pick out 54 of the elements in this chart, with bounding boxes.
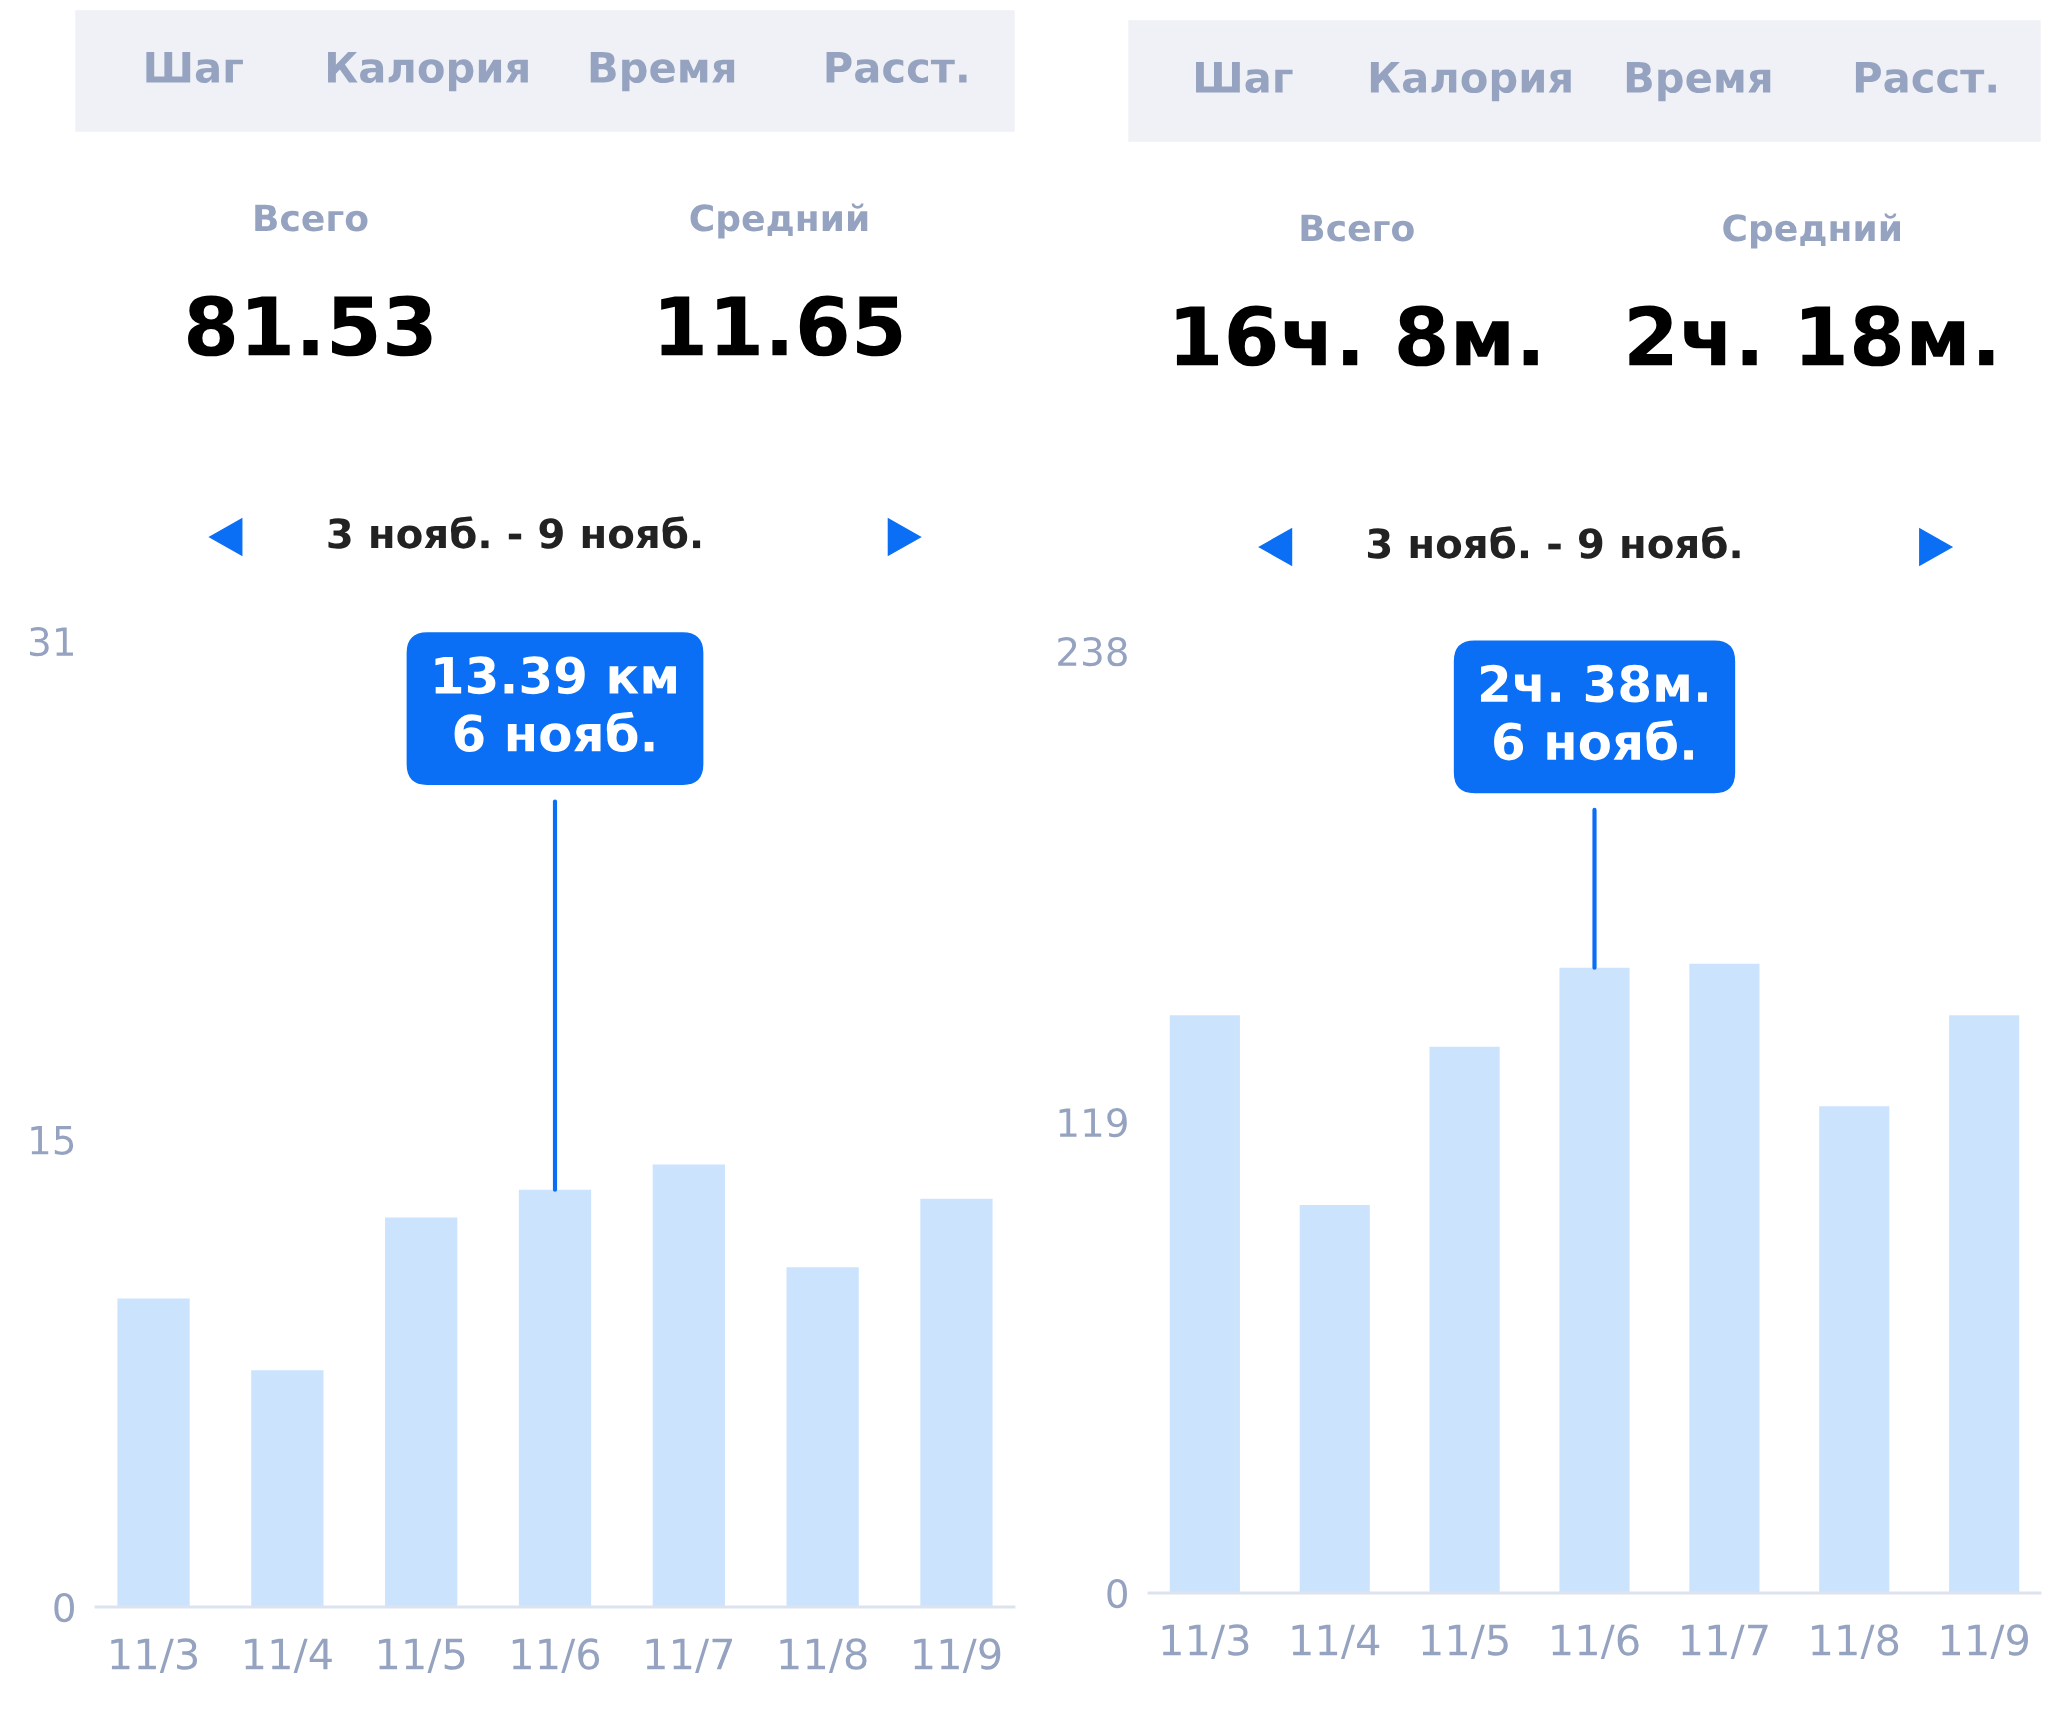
bar xyxy=(117,1298,190,1607)
text: 81.53 xyxy=(188,295,432,357)
text: Время xyxy=(1626,62,1771,102)
x-tick-label: 11/9 xyxy=(1941,1624,2028,1660)
x-tick-label: 11/4 xyxy=(1292,1624,1380,1660)
text: Средний xyxy=(1723,213,1900,249)
text: Всего xyxy=(1301,214,1414,242)
bar xyxy=(1819,1106,1890,1593)
x-tick-label: 11/8 xyxy=(780,1638,867,1674)
x-tick-label: 11/6 xyxy=(1552,1624,1639,1660)
bar xyxy=(1299,1205,1370,1593)
y-tick-label: 31 xyxy=(30,626,73,657)
x-tick-label: 11/7 xyxy=(1682,1624,1768,1660)
bar xyxy=(1949,1015,2020,1593)
text: Время xyxy=(590,52,735,92)
chart-subtitle: 3 нояб. - 9 нояб. xyxy=(1367,526,1740,559)
bar xyxy=(1429,1046,1500,1593)
text: Средний xyxy=(690,203,868,239)
bar xyxy=(518,1189,592,1607)
x-tick-label: 11/9 xyxy=(914,1638,1001,1674)
x-tick-label: 11/4 xyxy=(245,1638,332,1674)
x-tick-label: 11/7 xyxy=(646,1638,733,1674)
y-tick-label: 119 xyxy=(1059,1107,1127,1138)
bar xyxy=(920,1198,993,1607)
text: 16ч. 8м. xyxy=(1176,305,1538,367)
bar xyxy=(1689,963,1760,1593)
bar xyxy=(385,1217,458,1607)
text: Калория xyxy=(328,52,528,92)
x-tick-label: 11/5 xyxy=(1422,1624,1508,1660)
x-tick-label: 11/3 xyxy=(111,1638,197,1674)
bar xyxy=(1169,1015,1240,1593)
text: Шаг xyxy=(1196,62,1293,94)
bar xyxy=(786,1267,859,1607)
text: Расст. xyxy=(1855,62,1996,94)
chart-subtitle: 3 нояб. - 9 нояб. xyxy=(328,516,701,549)
bar xyxy=(1559,967,1630,1593)
x-tick-label: 11/6 xyxy=(512,1638,600,1674)
bar xyxy=(652,1164,725,1607)
x-tick-label: 11/8 xyxy=(1812,1624,1899,1660)
y-tick-label: 0 xyxy=(1107,1578,1127,1609)
text: 11.65 xyxy=(661,295,902,357)
x-tick-label: 11/5 xyxy=(378,1638,465,1674)
y-tick-label: 15 xyxy=(31,1126,74,1155)
text: Расст. xyxy=(826,52,967,84)
y-tick-label: 0 xyxy=(54,1592,74,1623)
bar xyxy=(251,1370,324,1607)
x-tick-label: 11/3 xyxy=(1162,1624,1249,1660)
y-tick-label: 238 xyxy=(1058,636,1127,667)
text: Калория xyxy=(1370,62,1571,102)
text: Всего xyxy=(255,204,368,232)
annotation: 2ч. 38м. 6 нояб. xyxy=(1480,664,1707,761)
text: Шаг xyxy=(146,52,243,84)
annotation: 13.39 км 6 нояб. xyxy=(435,656,676,753)
text: 2ч. 18м. xyxy=(1629,305,1994,367)
